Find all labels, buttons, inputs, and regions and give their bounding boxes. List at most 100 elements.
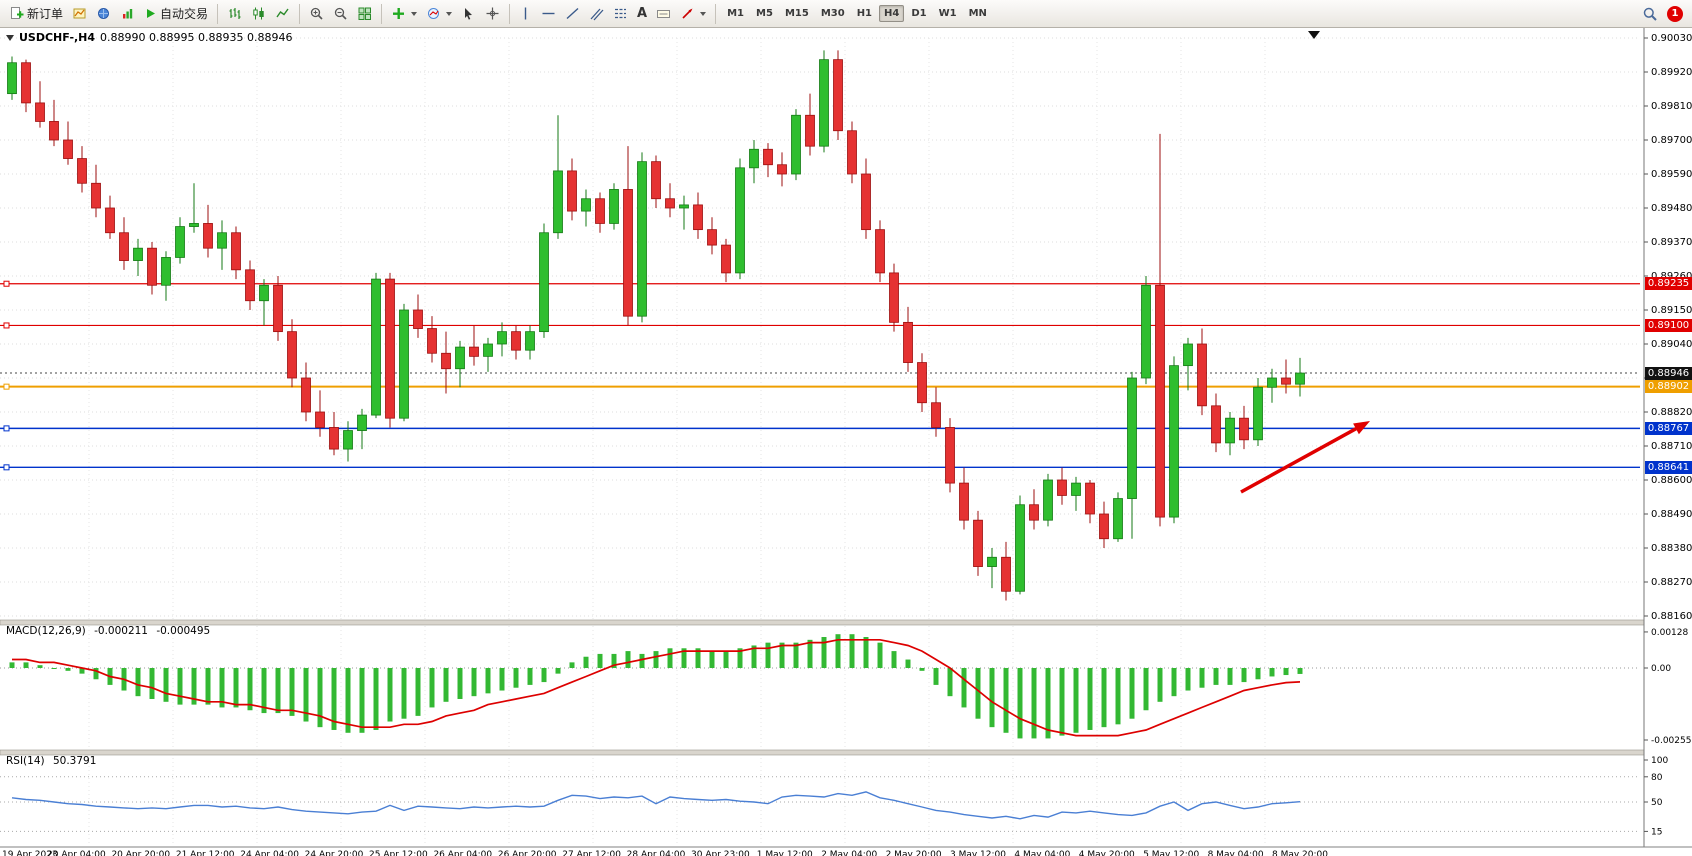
tile-windows-button[interactable] xyxy=(353,0,376,28)
svg-text:-0.0025559: -0.0025559 xyxy=(1651,736,1692,746)
timeframe-button-mn[interactable]: MN xyxy=(968,8,987,19)
timeframe-button-d1[interactable]: D1 xyxy=(911,8,927,19)
market-watch-icon xyxy=(98,8,110,19)
new-order-icon xyxy=(11,7,24,19)
crosshair-button[interactable] xyxy=(481,0,504,28)
notification-badge[interactable]: 1 xyxy=(1667,5,1683,22)
timeframe-button-h1[interactable]: H1 xyxy=(856,8,873,19)
svg-text:8 May 04:00: 8 May 04:00 xyxy=(1208,850,1264,856)
chart-shift-marker xyxy=(1308,31,1320,39)
svg-text:0.89150: 0.89150 xyxy=(1651,305,1692,316)
rsi-value: 50.3791 xyxy=(52,755,97,767)
svg-text:21 Apr 12:00: 21 Apr 12:00 xyxy=(176,850,235,856)
macd-main-value: -0.000211 xyxy=(94,625,148,637)
svg-text:0.88490: 0.88490 xyxy=(1651,509,1692,520)
toolbar-separator xyxy=(509,3,511,24)
price-badge-support-2: 0.88641 xyxy=(1645,461,1692,474)
macd-indicator-name: MACD(12,26,9) xyxy=(6,625,86,637)
svg-text:24 Apr 04:00: 24 Apr 04:00 xyxy=(240,850,299,856)
macd-signal-value: -0.000495 xyxy=(156,625,211,637)
svg-text:0.89700: 0.89700 xyxy=(1651,135,1692,146)
svg-text:1 May 12:00: 1 May 12:00 xyxy=(757,850,813,856)
text-label-button[interactable] xyxy=(652,0,675,28)
line-chart-mode-button[interactable] xyxy=(271,0,294,28)
price-levels xyxy=(0,280,1640,471)
toolbar-separator xyxy=(715,3,717,24)
svg-text:20 Apr 04:00: 20 Apr 04:00 xyxy=(47,850,106,856)
chevron-down-icon xyxy=(411,11,418,16)
price-badge-resistance-1: 0.89235 xyxy=(1645,277,1692,290)
svg-text:0.89590: 0.89590 xyxy=(1651,169,1692,180)
timeframe-button-h4[interactable]: H4 xyxy=(879,5,905,22)
cursor-button[interactable] xyxy=(457,0,480,28)
templates-button[interactable] xyxy=(422,0,456,28)
candlestick-icon xyxy=(253,7,264,20)
timeframe-button-m15[interactable]: M15 xyxy=(784,8,809,19)
svg-text:26 Apr 20:00: 26 Apr 20:00 xyxy=(498,850,557,856)
svg-text:0.00: 0.00 xyxy=(1651,664,1671,674)
chevron-down-icon xyxy=(700,11,707,16)
chart-window-button[interactable] xyxy=(68,0,91,28)
indicators-button[interactable] xyxy=(387,0,421,28)
text-tool-button[interactable]: A xyxy=(633,0,651,28)
symbol-dropdown-icon[interactable] xyxy=(6,34,14,41)
svg-text:2 May 20:00: 2 May 20:00 xyxy=(886,850,942,856)
chart-canvas[interactable]: 0.90030 0.89920 0.89810 0.89700 0.89590 0.894… xyxy=(0,28,1692,856)
fibonacci-button[interactable] xyxy=(609,0,632,28)
zoom-out-icon xyxy=(334,7,347,20)
svg-text:0.88600: 0.88600 xyxy=(1651,475,1692,486)
horizontal-line-button[interactable] xyxy=(537,0,560,28)
timeframe-toolbar: M1 M5 M15 M30 H1 H4 D1 W1 MN xyxy=(721,5,993,22)
price-scale: 0.90030 0.89920 0.89810 0.89700 0.89590 0.894… xyxy=(1643,28,1692,847)
svg-text:24 Apr 20:00: 24 Apr 20:00 xyxy=(305,850,364,856)
timeframe-button-m5[interactable]: M5 xyxy=(756,8,773,19)
line-chart-icon xyxy=(276,8,289,18)
chart-title: USDCHF-,H4 xyxy=(19,31,96,44)
svg-text:4 May 20:00: 4 May 20:00 xyxy=(1079,850,1135,856)
svg-text:27 Apr 12:00: 27 Apr 12:00 xyxy=(562,850,621,856)
market-watch-button[interactable] xyxy=(92,0,115,28)
fibonacci-icon xyxy=(615,8,627,19)
timeframe-button-m30[interactable]: M30 xyxy=(820,8,845,19)
svg-text:0.88710: 0.88710 xyxy=(1651,441,1692,452)
indicators-icon xyxy=(393,8,405,19)
templates-icon xyxy=(428,8,440,19)
svg-text:0.90030: 0.90030 xyxy=(1651,33,1692,44)
vertical-line-icon xyxy=(524,7,527,20)
channel-button[interactable] xyxy=(585,0,608,28)
new-order-button[interactable]: 新订单 xyxy=(5,0,67,28)
price-badge-current: 0.88946 xyxy=(1645,367,1692,380)
svg-text:3 May 12:00: 3 May 12:00 xyxy=(950,850,1006,856)
cursor-arrow-icon xyxy=(465,8,473,20)
svg-text:4 May 04:00: 4 May 04:00 xyxy=(1014,850,1070,856)
svg-text:25 Apr 12:00: 25 Apr 12:00 xyxy=(369,850,428,856)
chevron-down-icon xyxy=(446,11,453,16)
search-button[interactable] xyxy=(1638,0,1662,28)
trendline-button[interactable] xyxy=(561,0,584,28)
bar-chart-mode-button[interactable] xyxy=(223,0,246,28)
svg-text:0.00128: 0.00128 xyxy=(1651,628,1688,638)
macd-label-row: MACD(12,26,9) -0.000211 -0.000495 xyxy=(6,625,215,637)
svg-text:0.89810: 0.89810 xyxy=(1651,101,1692,112)
zoom-in-button[interactable] xyxy=(305,0,328,28)
auto-trading-button[interactable]: 自动交易 xyxy=(140,0,212,28)
timeframe-button-m1[interactable]: M1 xyxy=(727,8,745,19)
svg-text:0.89370: 0.89370 xyxy=(1651,237,1692,248)
text-tool-label: A xyxy=(637,6,648,21)
toolbar-separator xyxy=(299,3,301,24)
chart-window-icon xyxy=(73,8,86,19)
svg-text:0.88380: 0.88380 xyxy=(1651,543,1692,554)
data-window-button[interactable] xyxy=(116,0,139,28)
rsi-indicator-name: RSI(14) xyxy=(6,755,45,767)
svg-text:8 May 20:00: 8 May 20:00 xyxy=(1272,850,1328,856)
trendline-icon xyxy=(566,7,579,20)
timeframe-button-w1[interactable]: W1 xyxy=(938,8,957,19)
arrows-tool-button[interactable] xyxy=(676,0,710,28)
zoom-out-button[interactable] xyxy=(329,0,352,28)
vertical-line-button[interactable] xyxy=(515,0,536,28)
candlestick-mode-button[interactable] xyxy=(247,0,270,28)
svg-text:100: 100 xyxy=(1651,756,1668,766)
chart-window: 0.90030 0.89920 0.89810 0.89700 0.89590 0.894… xyxy=(0,28,1692,856)
chart-ohlc: 0.88990 0.88995 0.88935 0.88946 xyxy=(100,31,293,44)
rsi-label-row: RSI(14) 50.3791 xyxy=(6,755,101,767)
